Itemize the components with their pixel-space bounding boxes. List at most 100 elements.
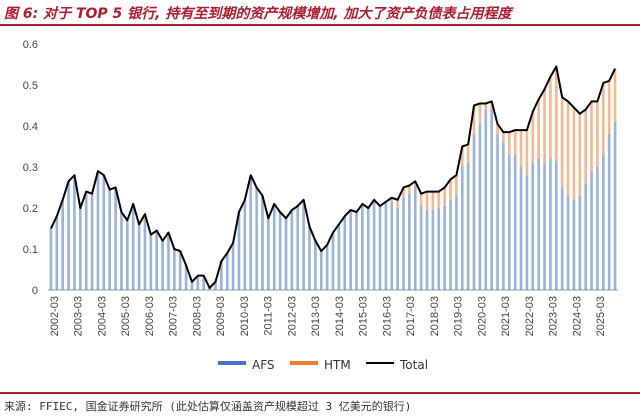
afs-bar [308, 226, 311, 290]
afs-bar [67, 181, 70, 290]
x-tick-label: 2006-03 [144, 296, 156, 336]
y-tick-label: 0.5 [23, 80, 38, 92]
afs-bar [372, 199, 376, 290]
source-bar: 来源: FFIEC, 国金证券研究所 (此处估算仅涵盖资产规模超过 3 亿美元的… [0, 392, 640, 416]
afs-bar [590, 171, 593, 290]
htm-bar [408, 185, 411, 194]
afs-bar [208, 287, 211, 290]
afs-bar [490, 109, 493, 290]
afs-bar [455, 195, 458, 290]
legend-htm-swatch [290, 361, 318, 365]
x-tick-label: 2008-03 [191, 296, 203, 336]
legend-htm-label: HTM [324, 358, 351, 372]
x-tick-label: 2004-03 [96, 296, 108, 336]
htm-bar [566, 101, 570, 196]
x-tick-label: 2017-03 [405, 296, 417, 336]
htm-bar [484, 103, 488, 110]
y-tick-label: 0 [32, 285, 38, 297]
afs-bar [167, 232, 170, 290]
afs-bar [337, 224, 341, 290]
afs-bar [231, 242, 235, 290]
afs-bar [466, 162, 470, 290]
legend-afs-swatch [218, 361, 246, 365]
afs-bar [55, 216, 59, 290]
afs-bar [607, 134, 611, 290]
afs-bar [472, 134, 476, 290]
afs-bar [225, 253, 229, 290]
htm-bar [449, 179, 452, 200]
htm-bar [596, 101, 599, 167]
afs-bar [601, 154, 605, 290]
afs-bar [513, 154, 517, 290]
htm-bar [513, 130, 517, 155]
htm-bar [601, 82, 605, 155]
afs-bar [449, 199, 452, 290]
afs-bar [202, 275, 206, 290]
afs-bar [361, 203, 364, 290]
chart-title: 图 6: 对于 TOP 5 银行, 持有至到期的资产规模增加, 加大了资产负债表… [4, 6, 512, 22]
x-tick-label: 2002-03 [49, 296, 61, 336]
htm-bar [496, 123, 499, 135]
afs-bar [460, 167, 464, 290]
afs-bar [560, 187, 564, 290]
afs-bar [507, 154, 511, 290]
afs-bar [137, 224, 141, 290]
afs-bar [272, 203, 276, 290]
title-bar: 图 6: 对于 TOP 5 银行, 持有至到期的资产规模增加, 加大了资产负债表… [0, 0, 640, 26]
afs-bar [120, 212, 123, 290]
afs-bar [390, 201, 394, 290]
htm-bar [419, 193, 423, 206]
afs-bar [78, 208, 82, 290]
htm-bar [519, 130, 523, 167]
afs-bar [178, 251, 182, 290]
afs-bar [396, 208, 399, 290]
afs-bar [378, 205, 382, 290]
y-tick-label: 0.4 [23, 121, 38, 133]
afs-bar [243, 199, 247, 290]
htm-bar [543, 89, 546, 163]
afs-bar [549, 158, 552, 290]
htm-bar [572, 107, 576, 200]
afs-bar [108, 189, 112, 290]
afs-bar [566, 195, 570, 290]
x-tick-label: 2010-03 [239, 296, 251, 336]
afs-bar [408, 193, 411, 290]
source-note: 来源: FFIEC, 国金证券研究所 (此处估算仅涵盖资产规模超过 3 亿美元的… [4, 400, 412, 413]
total-line [50, 65, 616, 289]
afs-bar [261, 195, 264, 290]
x-tick-label: 2009-03 [215, 296, 227, 336]
afs-bar [531, 162, 535, 290]
afs-bar [572, 199, 576, 290]
afs-bar [143, 214, 147, 290]
afs-bar [349, 210, 352, 290]
htm-bar [613, 68, 617, 122]
y-tick-label: 0.3 [23, 162, 38, 174]
afs-bar [343, 216, 347, 290]
afs-bar [114, 187, 117, 290]
htm-bar [525, 130, 529, 176]
afs-bar [149, 234, 153, 290]
x-tick-label: 2005-03 [120, 296, 132, 336]
afs-bar [267, 218, 270, 290]
afs-bar [443, 205, 446, 290]
y-tick-label: 0.1 [23, 244, 38, 256]
x-tick-label: 2011-03 [263, 296, 275, 336]
htm-bar [402, 187, 405, 198]
afs-bar [584, 183, 588, 290]
afs-bar [554, 160, 558, 290]
x-tick-label: 2013-03 [310, 296, 322, 336]
afs-bar [496, 134, 499, 290]
x-tick-label: 2014-03 [334, 296, 346, 336]
x-tick-label: 2018-03 [429, 296, 441, 336]
afs-bar [255, 187, 258, 290]
afs-bar [431, 210, 435, 290]
x-tick-label: 2003-03 [73, 296, 85, 336]
y-tick-label: 0.2 [23, 203, 38, 215]
legend-total-line [366, 362, 394, 364]
afs-bar [437, 208, 441, 290]
afs-bar [425, 210, 429, 290]
htm-bar [531, 111, 535, 163]
htm-bar [460, 146, 464, 167]
afs-bar [502, 142, 505, 290]
afs-bar [419, 205, 423, 290]
